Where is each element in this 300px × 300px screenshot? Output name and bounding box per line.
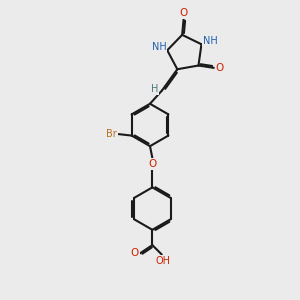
Text: O: O [179,8,188,18]
Text: H: H [151,84,158,94]
Text: NH: NH [152,42,166,52]
Text: O: O [215,63,224,73]
Text: O: O [130,248,139,258]
Text: NH: NH [203,36,218,46]
Text: Br: Br [106,128,117,139]
Text: OH: OH [156,256,171,266]
Text: O: O [148,159,157,169]
